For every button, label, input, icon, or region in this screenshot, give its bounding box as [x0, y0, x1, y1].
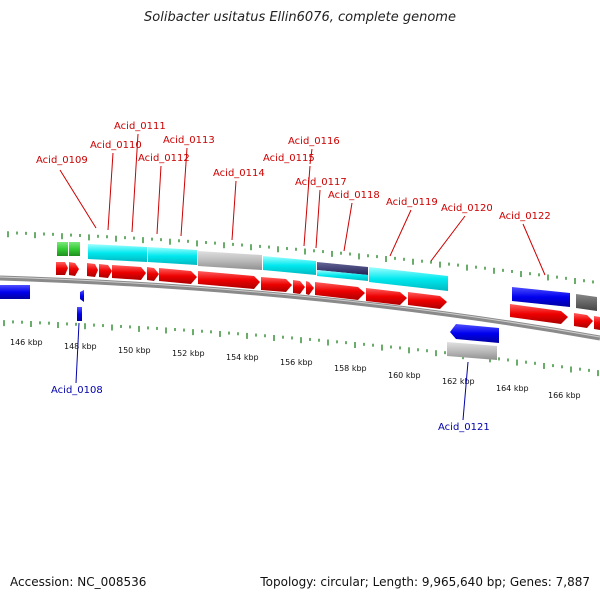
feature-green-block — [57, 242, 68, 256]
axis-label: 160 kbp — [388, 371, 421, 380]
feature-green-block — [69, 242, 80, 256]
gene-block-other — [447, 342, 497, 360]
gene-leader-line — [430, 215, 466, 262]
gene-block-reverse — [0, 285, 30, 299]
axis-label: 152 kbp — [172, 349, 205, 358]
gene-leader-line — [75, 322, 80, 384]
gene-label-forward[interactable]: Acid_0113 — [163, 135, 215, 146]
gene-arrow-forward — [574, 313, 593, 328]
topology-summary: Topology: circular; Length: 9,965,640 bp… — [260, 575, 590, 589]
gene-arrow-forward — [366, 288, 407, 305]
gene-arrow-forward — [112, 265, 146, 280]
gene-arrow-forward — [87, 263, 98, 277]
gene-leader-line — [309, 148, 313, 165]
axis-label: 156 kbp — [280, 358, 313, 367]
gene-label-forward[interactable]: Acid_0118 — [328, 190, 380, 201]
axis-label: 154 kbp — [226, 353, 259, 362]
axis-label: 164 kbp — [496, 384, 529, 393]
gene-arrow-forward — [99, 264, 112, 278]
axis-label: 158 kbp — [334, 364, 367, 373]
axis-label: 148 kbp — [64, 342, 97, 351]
axis-label: 162 kbp — [442, 377, 475, 386]
gene-leader-line — [156, 165, 162, 235]
feature-cyan-block — [148, 247, 197, 265]
gene-arrow-forward — [408, 292, 447, 309]
accession-text: Accession: NC_008536 — [10, 575, 147, 589]
feature-row-top — [57, 242, 448, 291]
gene-leader-line — [315, 189, 321, 249]
gene-arrow-forward — [159, 268, 197, 284]
gene-arrow-forward — [147, 267, 159, 281]
reverse-genes — [0, 285, 597, 360]
gene-leader-line — [180, 147, 188, 237]
gene-arrow-forward — [315, 282, 365, 300]
gene-arrow-forward — [198, 271, 260, 289]
feature-cyan-block — [263, 256, 316, 275]
gene-leader-line — [131, 133, 139, 233]
gene-leader-line — [107, 152, 114, 231]
gene-label-forward[interactable]: Acid_0112 — [138, 153, 190, 164]
genome-backbone-highlight — [0, 276, 600, 338]
forward-genes — [56, 262, 600, 330]
gene-label-forward[interactable]: Acid_0119 — [386, 197, 438, 208]
gene-label-forward[interactable]: Acid_0117 — [295, 177, 347, 188]
gene-label-forward[interactable]: Acid_0115 — [263, 153, 315, 164]
axis-label: 166 kbp — [548, 391, 581, 400]
gene-leader-line — [231, 180, 237, 241]
map-title: Solibacter usitatus Ellin6076, complete … — [144, 10, 456, 25]
gene-arrow-forward — [56, 262, 68, 275]
gene-leader-line — [303, 165, 311, 247]
gene-block-reverse — [512, 287, 570, 307]
genome-backbone — [0, 275, 600, 341]
gene-leader-line — [59, 169, 97, 229]
axis-label: 150 kbp — [118, 346, 151, 355]
gene-block-reverse — [77, 307, 82, 321]
feature-gray-block — [198, 251, 262, 270]
gene-label-forward[interactable]: Acid_0111 — [114, 121, 166, 132]
feature-cyan-block — [317, 270, 368, 281]
gene-block-other — [576, 294, 597, 311]
gene-label-forward[interactable]: Acid_0110 — [90, 140, 142, 151]
gene-leader-line — [462, 361, 469, 421]
gene-arrow-forward — [69, 262, 79, 276]
gene-arrow-forward — [594, 316, 600, 330]
gene-label-forward[interactable]: Acid_0116 — [288, 136, 340, 147]
gene-arrow-reverse — [450, 324, 499, 343]
feature-dark-block — [317, 262, 368, 275]
feature-cyan-block — [369, 267, 448, 291]
gene-label-forward[interactable]: Acid_0114 — [213, 168, 265, 179]
axis-labels: 146 kbp 148 kbp 150 kbp 152 kbp 154 kbp 156 k… — [10, 338, 581, 400]
gene-leader-line — [389, 209, 412, 257]
gene-leader-line — [343, 202, 353, 252]
gene-arrow-forward — [306, 281, 314, 295]
axis-label: 146 kbp — [10, 338, 43, 347]
gene-leader-line — [522, 223, 546, 276]
gene-arrow-forward — [293, 280, 305, 294]
gene-label-forward[interactable]: Acid_0122 — [499, 211, 551, 222]
gene-label-reverse[interactable]: Acid_0121 — [438, 422, 490, 433]
gene-arrow-forward — [510, 304, 568, 324]
gene-arrow-reverse — [80, 290, 84, 302]
gene-label-reverse[interactable]: Acid_0108 — [51, 385, 103, 396]
gene-arrow-forward — [261, 277, 292, 292]
gene-label-forward[interactable]: Acid_0109 — [36, 155, 88, 166]
gene-label-forward[interactable]: Acid_0120 — [441, 203, 493, 214]
feature-cyan-block — [88, 244, 147, 262]
